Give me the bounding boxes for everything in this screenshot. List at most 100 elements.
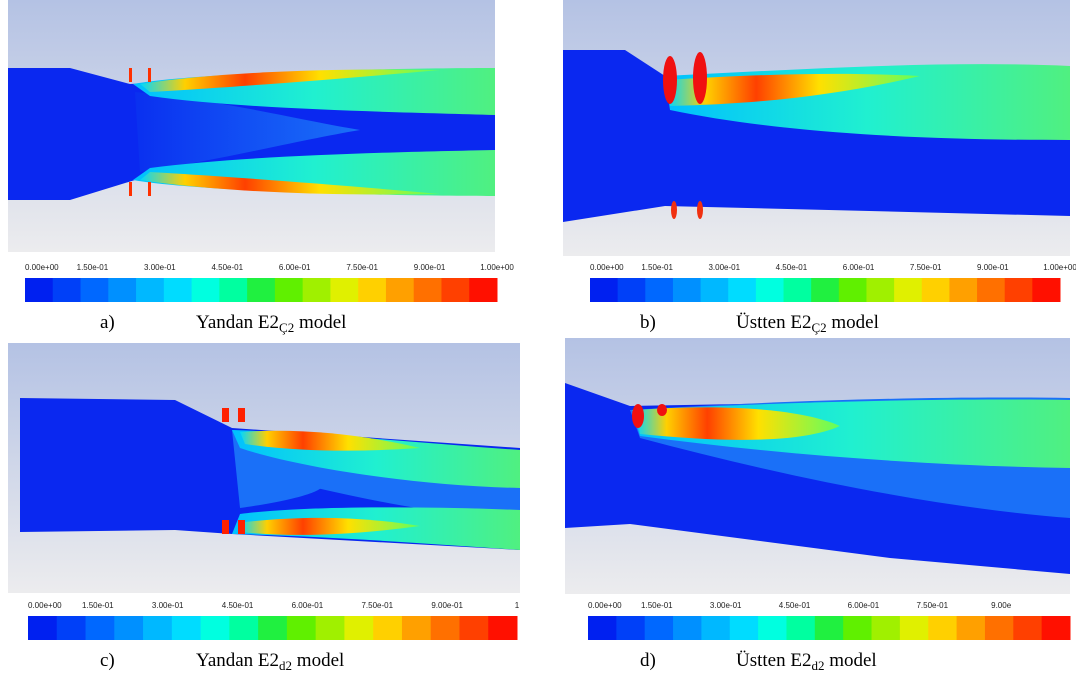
colorbar-cell — [200, 616, 230, 640]
colorbar-cell — [247, 278, 276, 302]
scale-label: 0.00e+00 — [590, 263, 624, 272]
colorbar-cell — [373, 616, 403, 640]
scale-label: 1.00e+00 — [1043, 263, 1076, 272]
scale-label: 9.00e-01 — [431, 601, 463, 610]
colorbar-cell — [894, 278, 923, 302]
caption: Üstten E2Ç2 model — [736, 312, 879, 335]
scale-label: 9.00e-01 — [414, 263, 446, 272]
colorbar-cell — [56, 616, 87, 640]
colorbar-cell — [229, 616, 259, 640]
panel: 0.00e+00 1.50e-01 3.00e-01 4.50e-01 6.00e-01… — [0, 338, 536, 676]
colorbar-cell — [838, 278, 867, 302]
contour-shape — [238, 408, 245, 422]
colorbar-cell — [163, 278, 193, 302]
colorbar-cell — [469, 278, 498, 302]
caption-label: c) — [100, 650, 115, 671]
caption-label: b) — [640, 312, 656, 333]
colorbar-cell — [701, 616, 731, 640]
contour-shape — [140, 69, 440, 92]
colorbar-cell — [114, 616, 144, 640]
colorbar-cell — [1041, 616, 1071, 640]
scale-label: 4.50e-01 — [776, 263, 808, 272]
colorbar-cell — [673, 616, 702, 640]
contour-shape — [671, 201, 677, 219]
colorbar-cell — [949, 278, 978, 302]
colorbar-cell — [814, 616, 844, 640]
scale-label: 9.00e — [991, 601, 1012, 610]
colorbar-cell — [755, 278, 785, 302]
colorbar-cell — [672, 278, 702, 302]
scale-label: 1.50e-01 — [641, 601, 673, 610]
panel: 0.00e+00 1.50e-01 3.00e-01 4.50e-01 6.00e-01… — [540, 338, 1076, 676]
scale-label: 3.00e-01 — [152, 601, 184, 610]
colorbar-cell — [85, 616, 115, 640]
contour-shape — [129, 182, 132, 196]
colorbar-cell — [645, 278, 674, 302]
scale-label: 6.00e-01 — [843, 263, 875, 272]
caption-part: d2 — [811, 658, 824, 673]
scale-label: 7.50e-01 — [346, 263, 378, 272]
contour-shape — [140, 172, 440, 195]
colorbar-cell — [136, 278, 165, 302]
scale-label: 4.50e-01 — [211, 263, 243, 272]
colorbar-cell — [330, 278, 359, 302]
colorbar-cell — [52, 278, 82, 302]
colorbar-cell — [928, 616, 958, 640]
colorbar-cell — [459, 616, 489, 640]
colorbar-cell — [108, 278, 137, 302]
scale-label: 6.00e-01 — [848, 601, 880, 610]
caption-part: Ç2 — [811, 320, 826, 335]
scale-label: 6.00e-01 — [292, 601, 324, 610]
caption-part: Üstten E2 — [736, 650, 811, 671]
contour-shape — [668, 73, 920, 106]
colorbar-cell — [430, 616, 460, 640]
scale-label: 3.00e-01 — [144, 263, 176, 272]
colorbar-cell — [899, 616, 929, 640]
colorbar-cell — [729, 616, 759, 640]
contour-shape — [632, 404, 644, 428]
contour-shape — [636, 407, 840, 440]
scale-label: 7.50e-01 — [916, 601, 948, 610]
colorbar-cell — [315, 616, 345, 640]
colorbar-cell — [171, 616, 202, 640]
colorbar-cell — [385, 278, 415, 302]
scale-label: 1.00e+00 — [480, 263, 514, 272]
caption-part: model — [827, 312, 879, 333]
scale-label: 4.50e-01 — [222, 601, 254, 610]
panel: 0.00e+00 1.50e-01 3.00e-01 4.50e-01 6.00e-01… — [0, 0, 536, 338]
scale-label: 9.00e-01 — [977, 263, 1009, 272]
colorbar-cell — [219, 278, 248, 302]
panel-svg: 0.00e+00 1.50e-01 3.00e-01 4.50e-01 6.00e-01… — [8, 343, 520, 673]
colorbar-cell — [700, 278, 729, 302]
colorbar-cell — [1004, 278, 1033, 302]
colorbar-cell — [358, 278, 387, 302]
contour-shape — [129, 68, 132, 82]
caption-part: Yandan E2 — [196, 650, 279, 671]
colorbar-cell — [590, 278, 619, 302]
contour-shape — [222, 520, 229, 534]
contour-shape — [663, 56, 677, 104]
colorbar-cell — [1013, 616, 1043, 640]
panel-svg: 0.00e+00 1.50e-01 3.00e-01 4.50e-01 6.00e-01… — [8, 0, 514, 335]
panel: 0.00e+00 1.50e-01 3.00e-01 4.50e-01 6.00e-01… — [540, 0, 1076, 338]
caption: Yandan E2d2 model — [196, 650, 344, 673]
caption-part: Üstten E2 — [736, 312, 811, 333]
scale-label: 0.00e+00 — [25, 263, 59, 272]
contour-shape — [135, 92, 360, 172]
colorbar-cell — [644, 616, 674, 640]
scale-label: 1 — [515, 601, 520, 610]
colorbar-cell — [811, 278, 840, 302]
colorbar-cell — [617, 278, 646, 302]
colorbar-cell — [401, 616, 432, 640]
colorbar-cell — [28, 616, 58, 640]
contour-shape — [148, 182, 151, 196]
scale-label: 0.00e+00 — [28, 601, 62, 610]
contour-shape — [222, 408, 229, 422]
caption: Yandan E2Ç2 model — [196, 312, 346, 335]
contour-shape — [240, 430, 420, 451]
caption-label: a) — [100, 312, 115, 333]
contour-shape — [693, 52, 707, 104]
scale-label: 3.00e-01 — [708, 263, 740, 272]
colorbar-cell — [80, 278, 109, 302]
